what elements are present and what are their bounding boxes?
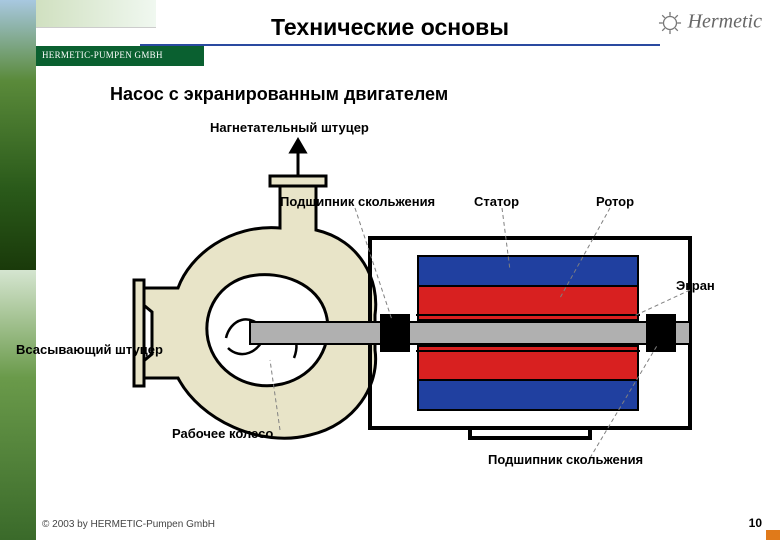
label-bearing-top: Подшипник скольжения	[280, 194, 435, 209]
label-impeller: Рабочее колесо	[172, 426, 273, 441]
diagram-svg	[130, 120, 720, 470]
label-suction: Всасывающий штуцер	[16, 342, 163, 357]
pump-volute	[140, 182, 376, 438]
copyright-text: © 2003 by HERMETIC-Pumpen GmbH	[42, 519, 215, 530]
shaft	[250, 322, 690, 344]
label-bearing-bottom: Подшипник скольжения	[488, 452, 643, 467]
gear-icon	[657, 10, 683, 36]
brand-logo: Hermetic	[657, 10, 762, 36]
suction-flange	[134, 280, 144, 386]
company-bar: HERMETIC-PUMPEN GMBH	[36, 46, 204, 66]
label-stator: Статор	[474, 194, 519, 209]
pump-diagram: Нагнетательный штуцер Подшипник скольжен…	[130, 120, 720, 470]
label-rotor: Ротор	[596, 194, 634, 209]
label-screen: Экран	[676, 278, 715, 293]
discharge-arrow-icon	[291, 140, 305, 175]
subtitle: Насос с экранированным двигателем	[110, 84, 448, 105]
sidebar-image-bottom	[0, 270, 36, 540]
sidebar-decor	[0, 0, 36, 540]
discharge-flange	[270, 176, 326, 186]
motor-foot	[470, 428, 590, 438]
bearing-right	[646, 314, 676, 352]
logo-text: Hermetic	[688, 11, 762, 33]
page-number: 10	[749, 516, 762, 530]
corner-accent	[766, 530, 780, 540]
label-discharge: Нагнетательный штуцер	[210, 120, 369, 135]
bearing-left	[380, 314, 410, 352]
title-underline	[140, 44, 660, 46]
